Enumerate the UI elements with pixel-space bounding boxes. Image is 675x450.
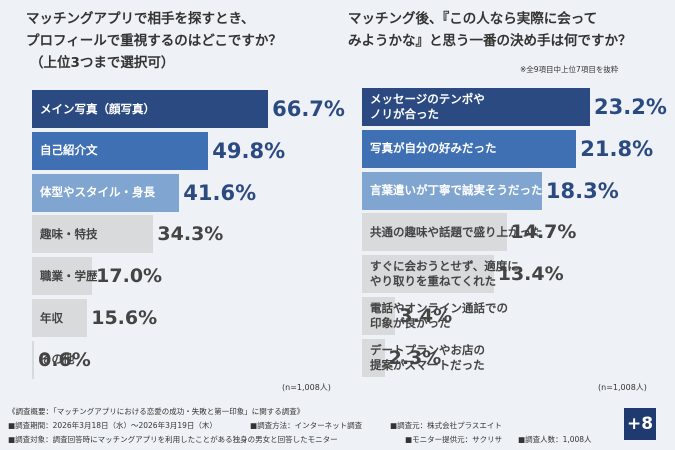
bar xyxy=(362,255,494,294)
category-label: 年収 xyxy=(40,310,63,325)
chart-title: マッチング後、『この人なら実際に会って みようかな』と思う一番の決め手は何ですか… xyxy=(348,11,632,49)
bar xyxy=(32,90,269,128)
category-label: デートプランやお店の 提案がスマートだった xyxy=(370,342,485,372)
value-label: 2.3% xyxy=(388,346,442,369)
bar xyxy=(362,213,507,252)
value-label: 13.4% xyxy=(497,263,564,286)
category-label: 電話やオンライン通話での 印象が良かった xyxy=(370,301,508,330)
bar xyxy=(32,257,93,296)
category-label: 体型やスタイル・身長 xyxy=(40,185,155,200)
value-label: 17.0% xyxy=(96,265,163,288)
bar xyxy=(32,173,180,212)
category-label: 共通の趣味や話題で盛り上がった xyxy=(370,224,543,239)
category-label: すぐに会おうとせず、適度に やり取りを重ねてくれた xyxy=(370,259,519,289)
value-label: 21.8% xyxy=(580,136,654,161)
category-label: 写真が自分の好みだった xyxy=(370,141,497,156)
value-label: 3.4% xyxy=(399,305,453,327)
footer-item: ■調査元：株式会社プラスエイト xyxy=(390,421,502,430)
category-label: メイン写真（顔写真） xyxy=(40,101,155,116)
footer-item: ■調査人数：1,008人 xyxy=(518,435,592,444)
footer-item: ■調査期間：2026年3月18日（水）〜2026年3月19日（木） xyxy=(8,421,217,430)
bar xyxy=(362,297,396,335)
category-label: 自己紹介文 xyxy=(40,143,98,158)
sample-note: (n=1,008人) xyxy=(598,383,647,392)
bar xyxy=(32,340,35,379)
bar xyxy=(362,171,542,210)
value-label: 15.6% xyxy=(91,307,158,329)
category-label: メッセージのテンポや ノリが合った xyxy=(370,92,485,121)
value-label: 18.3% xyxy=(545,178,619,203)
chart-subtitle: （上位3つまで選択可） xyxy=(30,55,175,71)
value-label: 49.8% xyxy=(212,138,286,163)
value-label: 14.7% xyxy=(510,221,577,244)
chart-title: マッチングアプリで相手を探すとき、 プロフィールで重視するのはどこですか？ xyxy=(26,11,282,49)
value-label: 41.6% xyxy=(183,180,257,205)
value-label: 34.3% xyxy=(157,223,224,246)
category-label: 言葉遣いが丁寧で誠実そうだった xyxy=(370,183,543,198)
footer-heading: 《調査概要：「マッチングアプリにおける恋愛の成功・失敗と第一印象」に関する調査》 xyxy=(8,407,305,416)
bar xyxy=(32,299,88,337)
sample-note: (n=1,008人) xyxy=(282,383,331,392)
bar xyxy=(362,338,385,377)
value-label: 0.6% xyxy=(38,348,91,371)
value-label: 23.2% xyxy=(594,95,667,119)
footer-item: ■調査対象：調査回答時にマッチングアプリを利用したことがある独身の男女と回答した… xyxy=(8,435,338,444)
chart-note: ※全9項目中上位7項目を抜粋 xyxy=(520,65,619,74)
category-label: 職業・学歴 xyxy=(40,268,98,283)
category-label: その他 xyxy=(40,352,75,367)
footer-item: ■モニター提供元：サクリサ xyxy=(405,435,503,444)
category-label: 趣味・特技 xyxy=(40,226,98,241)
bar xyxy=(362,88,591,126)
bar xyxy=(32,215,154,254)
logo: +8 xyxy=(624,408,656,440)
bar xyxy=(32,131,209,170)
footer-item: ■調査方法：インターネット調査 xyxy=(250,421,363,430)
value-label: 66.7% xyxy=(272,97,345,121)
bar xyxy=(362,129,577,168)
